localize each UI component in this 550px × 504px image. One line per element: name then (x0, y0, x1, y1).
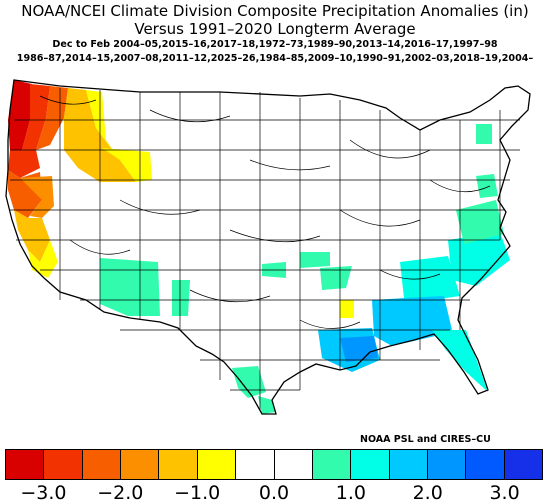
tick-label: 2.0 (412, 482, 443, 504)
tick-label: −3.0 (20, 482, 67, 504)
us-outline (5, 79, 531, 415)
season-years-line-1: Dec to Feb 2004–05,2015–16,2017–18,1972–… (52, 39, 498, 50)
division-grid (10, 88, 520, 410)
region-montana-west (102, 148, 152, 182)
color-swatch-6 (236, 450, 275, 479)
tick-label: 3.0 (489, 482, 520, 504)
region-se-2 (404, 296, 452, 338)
color-swatch-9 (351, 450, 390, 479)
region-idaho-panhandle (86, 90, 120, 160)
color-swatch-2 (82, 450, 122, 479)
color-swatch-5 (197, 450, 237, 479)
region-ca-central (14, 210, 50, 262)
map-title-line-2: Versus 1991–2020 Longterm Average (134, 20, 416, 38)
color-swatch-1 (44, 450, 83, 479)
tick-label: 1.0 (335, 482, 366, 504)
tick-label: −2.0 (97, 482, 144, 504)
region-or-coast (8, 150, 40, 178)
region-gulf-ms-al (340, 336, 378, 362)
region-fills (8, 80, 510, 414)
region-mississippi-yellow (340, 300, 354, 318)
source-credit: NOAA PSL and CIRES–CU (360, 434, 491, 445)
color-swatch-3 (121, 450, 160, 479)
region-mid-atlantic (456, 200, 504, 244)
color-scale-legend (5, 449, 543, 480)
color-swatch-0 (6, 450, 45, 479)
region-wa-west (22, 84, 50, 150)
color-swatch-4 (159, 450, 198, 479)
color-swatch-10 (389, 450, 428, 479)
region-carolinas (448, 232, 510, 286)
region-ca-south (28, 240, 58, 278)
color-swatch-8 (312, 450, 352, 479)
region-wa-coast (8, 80, 32, 150)
color-swatch-12 (466, 450, 505, 479)
color-swatch-7 (274, 450, 313, 479)
region-ne-1 (476, 124, 492, 144)
tick-label: 0.0 (258, 482, 290, 504)
region-nm-east (172, 280, 190, 316)
season-years-line-2: 1986–87,2014–15,2007–08,2011–12,2025–26,… (16, 53, 534, 64)
region-nm-az (100, 258, 160, 316)
region-florida (432, 330, 488, 392)
region-ca-interior (20, 176, 54, 218)
tick-label: −1.0 (174, 482, 221, 504)
region-plains-3 (320, 266, 352, 290)
region-plains-2 (300, 252, 330, 268)
color-swatch-11 (427, 450, 467, 479)
color-swatch-13 (504, 450, 543, 479)
map-title-line-1: NOAA/NCEI Climate Division Composite Pre… (21, 2, 529, 20)
region-se-1 (400, 256, 460, 300)
region-ny-1 (476, 174, 498, 198)
